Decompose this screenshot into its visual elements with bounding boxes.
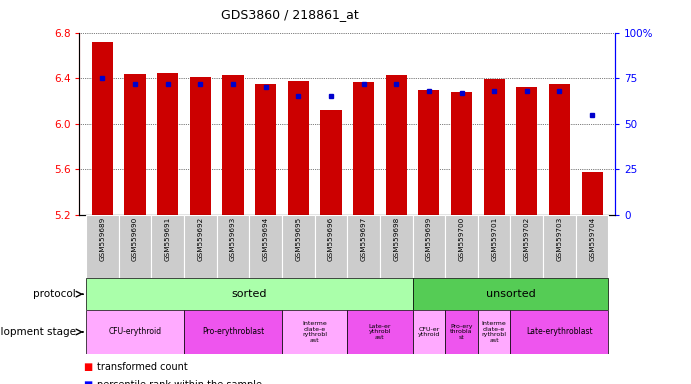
Bar (119, 215, 151, 278)
Bar (282, 215, 314, 278)
Bar (282, 310, 347, 354)
Text: GSM559690: GSM559690 (132, 217, 138, 261)
Text: transformed count: transformed count (97, 362, 187, 372)
Bar (314, 215, 348, 278)
Bar (287, 81, 309, 215)
Bar (86, 278, 413, 310)
Bar (582, 172, 603, 215)
Bar (249, 215, 282, 278)
Bar (223, 75, 243, 215)
Bar (86, 310, 184, 354)
Bar (413, 278, 609, 310)
Text: GSM559704: GSM559704 (589, 217, 595, 261)
Text: development stage: development stage (0, 327, 76, 337)
Bar (321, 110, 341, 215)
Bar (92, 42, 113, 215)
Bar (478, 310, 511, 354)
Bar (124, 74, 146, 215)
Text: GSM559697: GSM559697 (361, 217, 366, 261)
Bar (347, 310, 413, 354)
Bar (484, 79, 505, 215)
Text: unsorted: unsorted (486, 289, 536, 299)
Text: GSM559692: GSM559692 (198, 217, 203, 261)
Bar (353, 82, 374, 215)
Bar (189, 77, 211, 215)
Text: Late-er
ythrobl
ast: Late-er ythrobl ast (368, 324, 391, 340)
Bar (184, 215, 216, 278)
Bar (347, 215, 380, 278)
Bar (418, 89, 439, 215)
Text: Pro-erythroblast: Pro-erythroblast (202, 328, 264, 336)
Text: ■: ■ (83, 362, 92, 372)
Text: protocol: protocol (33, 289, 76, 299)
Text: GSM559700: GSM559700 (459, 217, 464, 261)
Bar (549, 84, 570, 215)
Bar (516, 87, 538, 215)
Text: GSM559691: GSM559691 (164, 217, 171, 261)
Text: Pro-ery
throbla
st: Pro-ery throbla st (451, 324, 473, 340)
Bar (451, 92, 472, 215)
Text: Late-erythroblast: Late-erythroblast (526, 328, 593, 336)
Text: Interme
diate-e
rythrobl
ast: Interme diate-e rythrobl ast (482, 321, 507, 343)
Text: percentile rank within the sample: percentile rank within the sample (97, 380, 262, 384)
Text: ■: ■ (83, 380, 92, 384)
Text: GSM559698: GSM559698 (393, 217, 399, 261)
Bar (386, 75, 407, 215)
Bar (445, 310, 478, 354)
Text: CFU-erythroid: CFU-erythroid (108, 328, 162, 336)
Bar (380, 215, 413, 278)
Text: CFU-er
ythroid: CFU-er ythroid (417, 326, 440, 338)
Text: GSM559693: GSM559693 (230, 217, 236, 261)
Bar (413, 215, 445, 278)
Bar (157, 73, 178, 215)
Bar (576, 215, 609, 278)
Bar (413, 310, 445, 354)
Text: GSM559702: GSM559702 (524, 217, 530, 261)
Bar (216, 215, 249, 278)
Text: GSM559689: GSM559689 (100, 217, 105, 261)
Text: GSM559696: GSM559696 (328, 217, 334, 261)
Bar (255, 84, 276, 215)
Text: GSM559695: GSM559695 (295, 217, 301, 261)
Bar (511, 215, 543, 278)
Text: GDS3860 / 218861_at: GDS3860 / 218861_at (221, 8, 359, 22)
Bar (86, 215, 119, 278)
Bar (478, 215, 511, 278)
Bar (445, 215, 478, 278)
Text: Interme
diate-e
rythrobl
ast: Interme diate-e rythrobl ast (302, 321, 327, 343)
Bar (543, 215, 576, 278)
Bar (511, 310, 609, 354)
Bar (184, 310, 282, 354)
Text: sorted: sorted (231, 289, 267, 299)
Text: GSM559694: GSM559694 (263, 217, 269, 261)
Text: GSM559699: GSM559699 (426, 217, 432, 261)
Text: GSM559703: GSM559703 (556, 217, 562, 261)
Text: GSM559701: GSM559701 (491, 217, 497, 261)
Bar (151, 215, 184, 278)
